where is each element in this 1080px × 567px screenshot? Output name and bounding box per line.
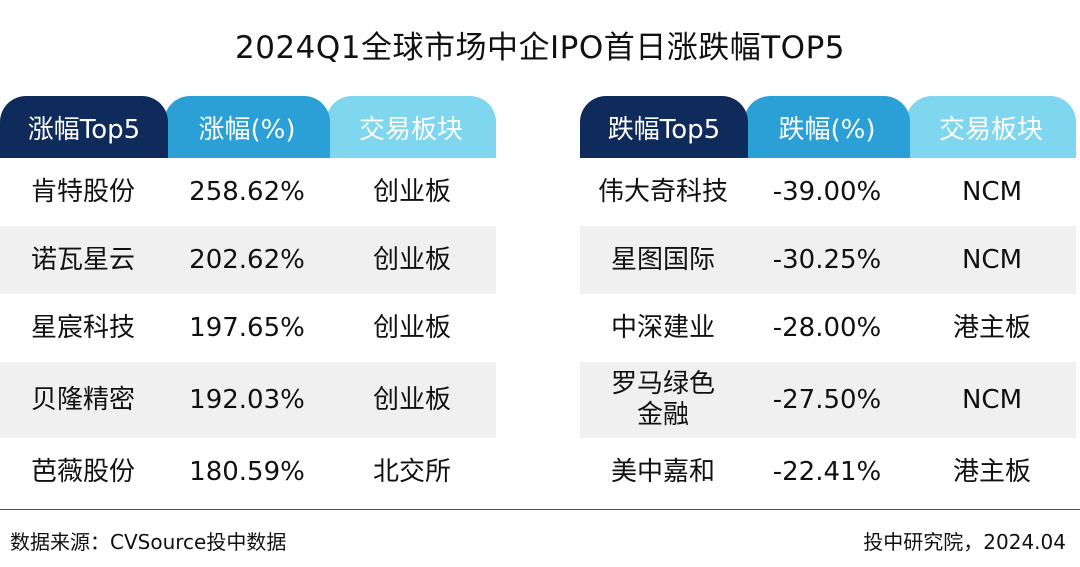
board-cell: 创业板: [372, 176, 451, 207]
bottom-divider: [0, 509, 1080, 510]
table-row: 美中嘉和 -22.41% 港主板: [580, 438, 1076, 506]
company-cell: 伟大奇科技: [597, 176, 728, 207]
data-source: 数据来源：CVSource投中数据: [10, 530, 287, 554]
column-header: 涨幅Top5: [0, 96, 168, 158]
company-cell: 诺瓦星云: [30, 244, 135, 275]
board-cell: 港主板: [952, 456, 1031, 487]
board-cell: 北交所: [372, 456, 451, 487]
table-row: 贝隆精密 192.03% 创业板: [0, 362, 496, 438]
change-cell: -28.00%: [772, 312, 882, 343]
board-cell: 创业板: [372, 244, 451, 275]
gainers-table: 涨幅Top5 涨幅(%) 交易板块 肯特股份 258.62% 创业板 诺瓦星云 …: [0, 96, 496, 506]
company-cell: 芭薇股份: [30, 456, 135, 487]
column-header: 跌幅(%): [744, 96, 910, 158]
table-row: 中深建业 -28.00% 港主板: [580, 294, 1076, 362]
change-cell: -27.50%: [772, 384, 882, 415]
company-cell: 美中嘉和: [610, 456, 715, 487]
credit-line: 投中研究院，2024.04: [863, 530, 1066, 554]
change-cell: 180.59%: [189, 456, 305, 487]
change-cell: 192.03%: [189, 384, 305, 415]
chart-title: 2024Q1全球市场中企IPO首日涨跌幅TOP5: [234, 30, 845, 66]
table-row: 肯特股份 258.62% 创业板: [0, 158, 496, 226]
board-cell: 创业板: [372, 312, 451, 343]
change-cell: 202.62%: [189, 244, 305, 275]
change-cell: 197.65%: [189, 312, 305, 343]
losers-table-header: 跌幅Top5 跌幅(%) 交易板块: [580, 96, 1076, 158]
column-header: 涨幅(%): [164, 96, 330, 158]
company-cell: 中深建业: [610, 312, 715, 343]
column-header: 跌幅Top5: [580, 96, 748, 158]
change-cell: -39.00%: [772, 176, 882, 207]
column-header: 交易板块: [326, 96, 496, 158]
table-row: 诺瓦星云 202.62% 创业板: [0, 226, 496, 294]
company-cell: 贝隆精密: [30, 384, 135, 415]
company-cell: 星宸科技: [30, 312, 135, 343]
table-row: 星宸科技 197.65% 创业板: [0, 294, 496, 362]
table-row: 伟大奇科技 -39.00% NCM: [580, 158, 1076, 226]
change-cell: -30.25%: [772, 244, 882, 275]
company-cell: 星图国际: [610, 244, 715, 275]
column-header: 交易板块: [906, 96, 1076, 158]
gainers-table-header: 涨幅Top5 涨幅(%) 交易板块: [0, 96, 496, 158]
table-row: 罗马绿色 金融 -27.50% NCM: [580, 362, 1076, 438]
losers-table: 跌幅Top5 跌幅(%) 交易板块 伟大奇科技 -39.00% NCM 星图国际…: [580, 96, 1076, 506]
board-cell: NCM: [961, 384, 1023, 415]
board-cell: NCM: [961, 176, 1023, 207]
change-cell: 258.62%: [189, 176, 305, 207]
company-cell: 罗马绿色 金融: [610, 369, 715, 430]
table-row: 星图国际 -30.25% NCM: [580, 226, 1076, 294]
board-cell: 港主板: [952, 312, 1031, 343]
company-cell: 肯特股份: [30, 176, 135, 207]
board-cell: 创业板: [372, 384, 451, 415]
board-cell: NCM: [961, 244, 1023, 275]
table-row: 芭薇股份 180.59% 北交所: [0, 438, 496, 506]
change-cell: -22.41%: [772, 456, 882, 487]
